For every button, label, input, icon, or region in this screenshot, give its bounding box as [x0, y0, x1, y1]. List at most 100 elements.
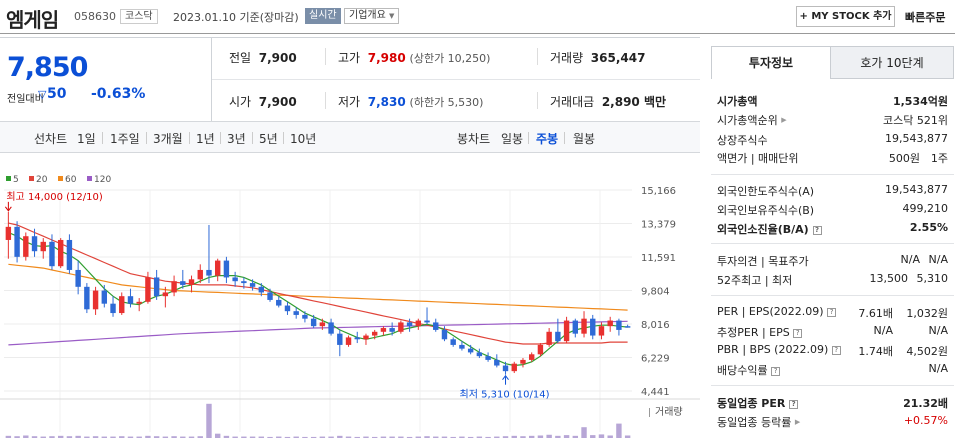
tab-monthly[interactable]: 월봉 — [573, 132, 596, 146]
est-per-label: 추정PER | EPS — [717, 326, 790, 339]
candle-body — [363, 335, 369, 340]
legend-label-5: 5 — [13, 175, 19, 185]
candle — [485, 352, 491, 362]
help-icon[interactable]: ? — [789, 400, 799, 409]
candle-body — [119, 296, 125, 314]
candle-body — [467, 348, 474, 353]
candle — [188, 275, 195, 293]
help-icon[interactable]: ? — [827, 308, 837, 317]
stock-candle-chart[interactable]: 5 20 60 120 15,166 13,379 11,591 9,804 8,016 6,2… — [0, 170, 700, 438]
volume-bar — [563, 435, 570, 438]
help-icon[interactable]: ? — [812, 226, 822, 235]
low-price: 저가 7,830 (하한가 5,530) — [338, 93, 483, 110]
candle — [92, 286, 99, 315]
cell-divider — [325, 92, 326, 109]
volume-bar — [232, 436, 238, 438]
legend-swatch-20 — [29, 176, 34, 181]
candle-body — [206, 269, 212, 276]
foreign-rate-label: 외국인소진율(B/A) — [717, 223, 809, 236]
tab-1w[interactable]: 1주일 — [110, 132, 140, 146]
candle — [127, 288, 134, 308]
realtime-button[interactable]: 실시간 — [305, 8, 341, 24]
candle — [424, 307, 430, 325]
company-info-label: 기업개요 — [349, 10, 386, 21]
candle — [328, 318, 334, 336]
tab-3y[interactable]: 3년 — [227, 132, 246, 146]
legend-swatch-120 — [87, 176, 92, 181]
tab-order-book[interactable]: 호가 10단계 — [830, 46, 954, 79]
candle — [502, 361, 509, 375]
candle — [162, 286, 169, 308]
volume-bar — [337, 435, 343, 438]
candle-body — [555, 331, 561, 342]
stock-header: 엠게임 058630 코스닥 2023.01.10 기준(장마감) 실시간 기업… — [0, 0, 955, 33]
candle — [537, 343, 544, 357]
add-mystock-button[interactable]: + MY STOCK 추가 — [796, 6, 895, 27]
candle-body — [23, 236, 29, 257]
volume-bar — [49, 436, 55, 438]
candle-body — [223, 260, 230, 278]
tab-weekly[interactable]: 주봉 — [536, 132, 559, 146]
candle-body — [188, 279, 195, 285]
y-tick-label: 9,804 — [641, 286, 670, 297]
est-eps-value: N/A — [928, 324, 948, 337]
current-price: 7,850 — [7, 52, 88, 83]
foreign-hold-value: 499,210 — [902, 202, 949, 215]
candle-body — [310, 318, 317, 327]
candle-body — [459, 344, 465, 349]
volume-bar — [398, 436, 404, 438]
volume-bar — [258, 436, 265, 438]
help-icon[interactable]: ? — [793, 329, 803, 338]
help-icon[interactable]: ? — [831, 346, 841, 355]
tab-1y[interactable]: 1년 — [196, 132, 215, 146]
stock-name: 엠게임 — [6, 8, 59, 32]
tab-1d[interactable]: 1일 — [77, 132, 96, 146]
volume-bar — [581, 427, 587, 438]
candle — [476, 348, 483, 359]
candle-body — [441, 329, 448, 340]
candle — [57, 238, 64, 269]
tab-3m[interactable]: 3개월 — [153, 132, 183, 146]
volume-value: 365,447 — [590, 51, 646, 65]
quote-mid-line — [212, 79, 700, 80]
candle — [241, 277, 247, 289]
tab-divider — [146, 132, 147, 144]
ma-line-ma120 — [8, 320, 628, 346]
candle-body — [433, 322, 439, 330]
volume-bar — [23, 435, 29, 438]
upper-limit: (상한가 10,250) — [409, 52, 491, 65]
volume-bar — [276, 436, 282, 438]
tab-5y[interactable]: 5년 — [259, 132, 278, 146]
tab-10y[interactable]: 10년 — [290, 132, 317, 146]
group-divider — [711, 243, 954, 244]
candle-body — [14, 226, 20, 257]
company-info-dropdown[interactable]: 기업개요 ▼ — [344, 8, 400, 24]
tab-daily[interactable]: 일봉 — [501, 132, 524, 146]
target-value: N/A — [928, 253, 948, 266]
candle-body — [180, 281, 186, 285]
volume-bar — [467, 436, 474, 438]
ma-line-ma5 — [8, 231, 628, 367]
prev-close-value: 7,900 — [258, 51, 297, 65]
candle — [345, 335, 352, 347]
volume-bars — [5, 403, 631, 438]
candle — [563, 316, 570, 344]
cap-rank-value: 코스닥 521위 — [883, 114, 948, 127]
ind-per-label: 동일업종 PER — [717, 397, 786, 410]
help-icon[interactable]: ? — [771, 367, 781, 376]
candle-body — [450, 339, 456, 345]
amount-value: 2,890 백만 — [601, 95, 667, 109]
candle — [171, 275, 177, 297]
bps-value: 4,502원 — [906, 345, 948, 358]
ind-rate-label: 동일업종 등락률 — [717, 416, 792, 429]
stock-code: 058630 — [74, 10, 116, 23]
volume-bar — [363, 436, 369, 438]
volume-bar — [319, 436, 326, 438]
tab-divider — [564, 132, 565, 144]
volume-bar — [380, 436, 387, 438]
volume-bar — [476, 436, 483, 438]
quick-order-link[interactable]: 빠른주문 — [905, 11, 946, 24]
y-tick-label: 4,441 — [641, 387, 670, 398]
tab-invest-info[interactable]: 투자정보 — [711, 46, 831, 79]
candle-body — [424, 320, 430, 323]
